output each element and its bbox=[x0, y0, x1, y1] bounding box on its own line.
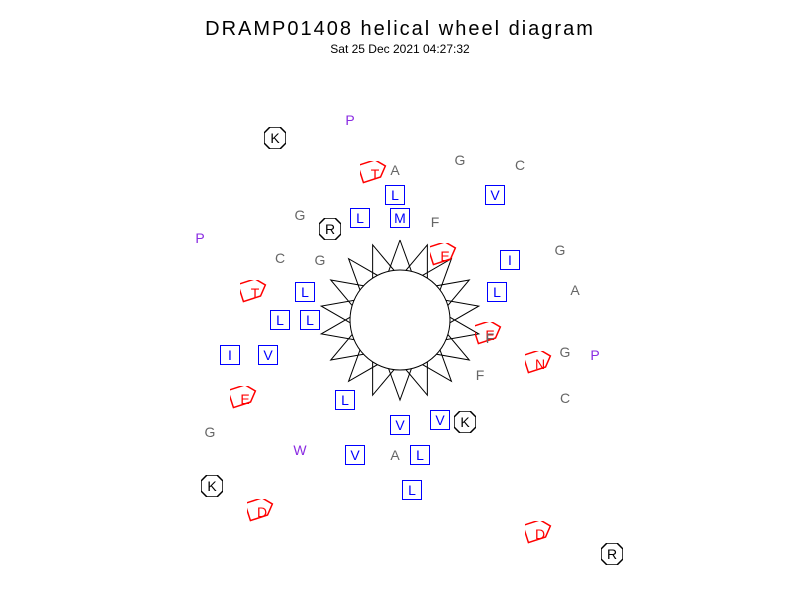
residue-l-32: L bbox=[300, 310, 320, 330]
residue-v-50: V bbox=[390, 415, 410, 435]
residue-k-0: K bbox=[264, 127, 286, 149]
residue-n-16: N bbox=[529, 353, 551, 375]
residue-l-7: L bbox=[385, 185, 405, 205]
residue-l-12: L bbox=[350, 208, 370, 228]
residue-v-51: V bbox=[430, 410, 450, 430]
residue-k-24: K bbox=[201, 475, 223, 497]
residue-r-6: R bbox=[319, 218, 341, 240]
residue-e-18: E bbox=[234, 388, 256, 410]
residue-v-34: V bbox=[258, 345, 278, 365]
residue-k-21: K bbox=[454, 411, 476, 433]
residue-p-17: P bbox=[191, 229, 209, 247]
residue-w-53: W bbox=[291, 441, 309, 459]
residue-l-27: L bbox=[487, 282, 507, 302]
residue-v-9: V bbox=[485, 185, 505, 205]
residue-p-1: P bbox=[341, 111, 359, 129]
residue-e-8: E bbox=[434, 245, 456, 267]
residue-r-30: R bbox=[601, 543, 623, 565]
residue-l-61: L bbox=[402, 480, 422, 500]
residue-c-45: C bbox=[556, 389, 574, 407]
residue-f-36: F bbox=[481, 329, 499, 347]
helical-star bbox=[0, 0, 800, 600]
residue-m-13: M bbox=[390, 208, 410, 228]
residue-g-4: G bbox=[451, 151, 469, 169]
residue-c-19: C bbox=[271, 249, 289, 267]
residue-c-5: C bbox=[511, 156, 529, 174]
residue-a-29: A bbox=[566, 281, 584, 299]
residue-l-42: L bbox=[335, 390, 355, 410]
residue-i-22: I bbox=[500, 250, 520, 270]
residue-g-38: G bbox=[556, 343, 574, 361]
residue-p-39: P bbox=[586, 346, 604, 364]
residue-g-11: G bbox=[291, 206, 309, 224]
residue-g-47: G bbox=[201, 423, 219, 441]
residue-l-31: L bbox=[270, 310, 290, 330]
residue-t-2: T bbox=[364, 163, 386, 185]
residue-f-43: F bbox=[471, 366, 489, 384]
residue-l-56: L bbox=[410, 445, 430, 465]
residue-i-33: I bbox=[220, 345, 240, 365]
residue-f-14: F bbox=[426, 213, 444, 231]
residue-a-3: A bbox=[386, 161, 404, 179]
residue-d-25: D bbox=[251, 501, 273, 523]
residue-g-20: G bbox=[311, 251, 329, 269]
residue-d-28: D bbox=[529, 523, 551, 545]
residue-l-26: L bbox=[295, 282, 315, 302]
residue-g-23: G bbox=[551, 241, 569, 259]
residue-v-54: V bbox=[345, 445, 365, 465]
residue-t-10: T bbox=[244, 282, 266, 304]
residue-a-55: A bbox=[386, 446, 404, 464]
